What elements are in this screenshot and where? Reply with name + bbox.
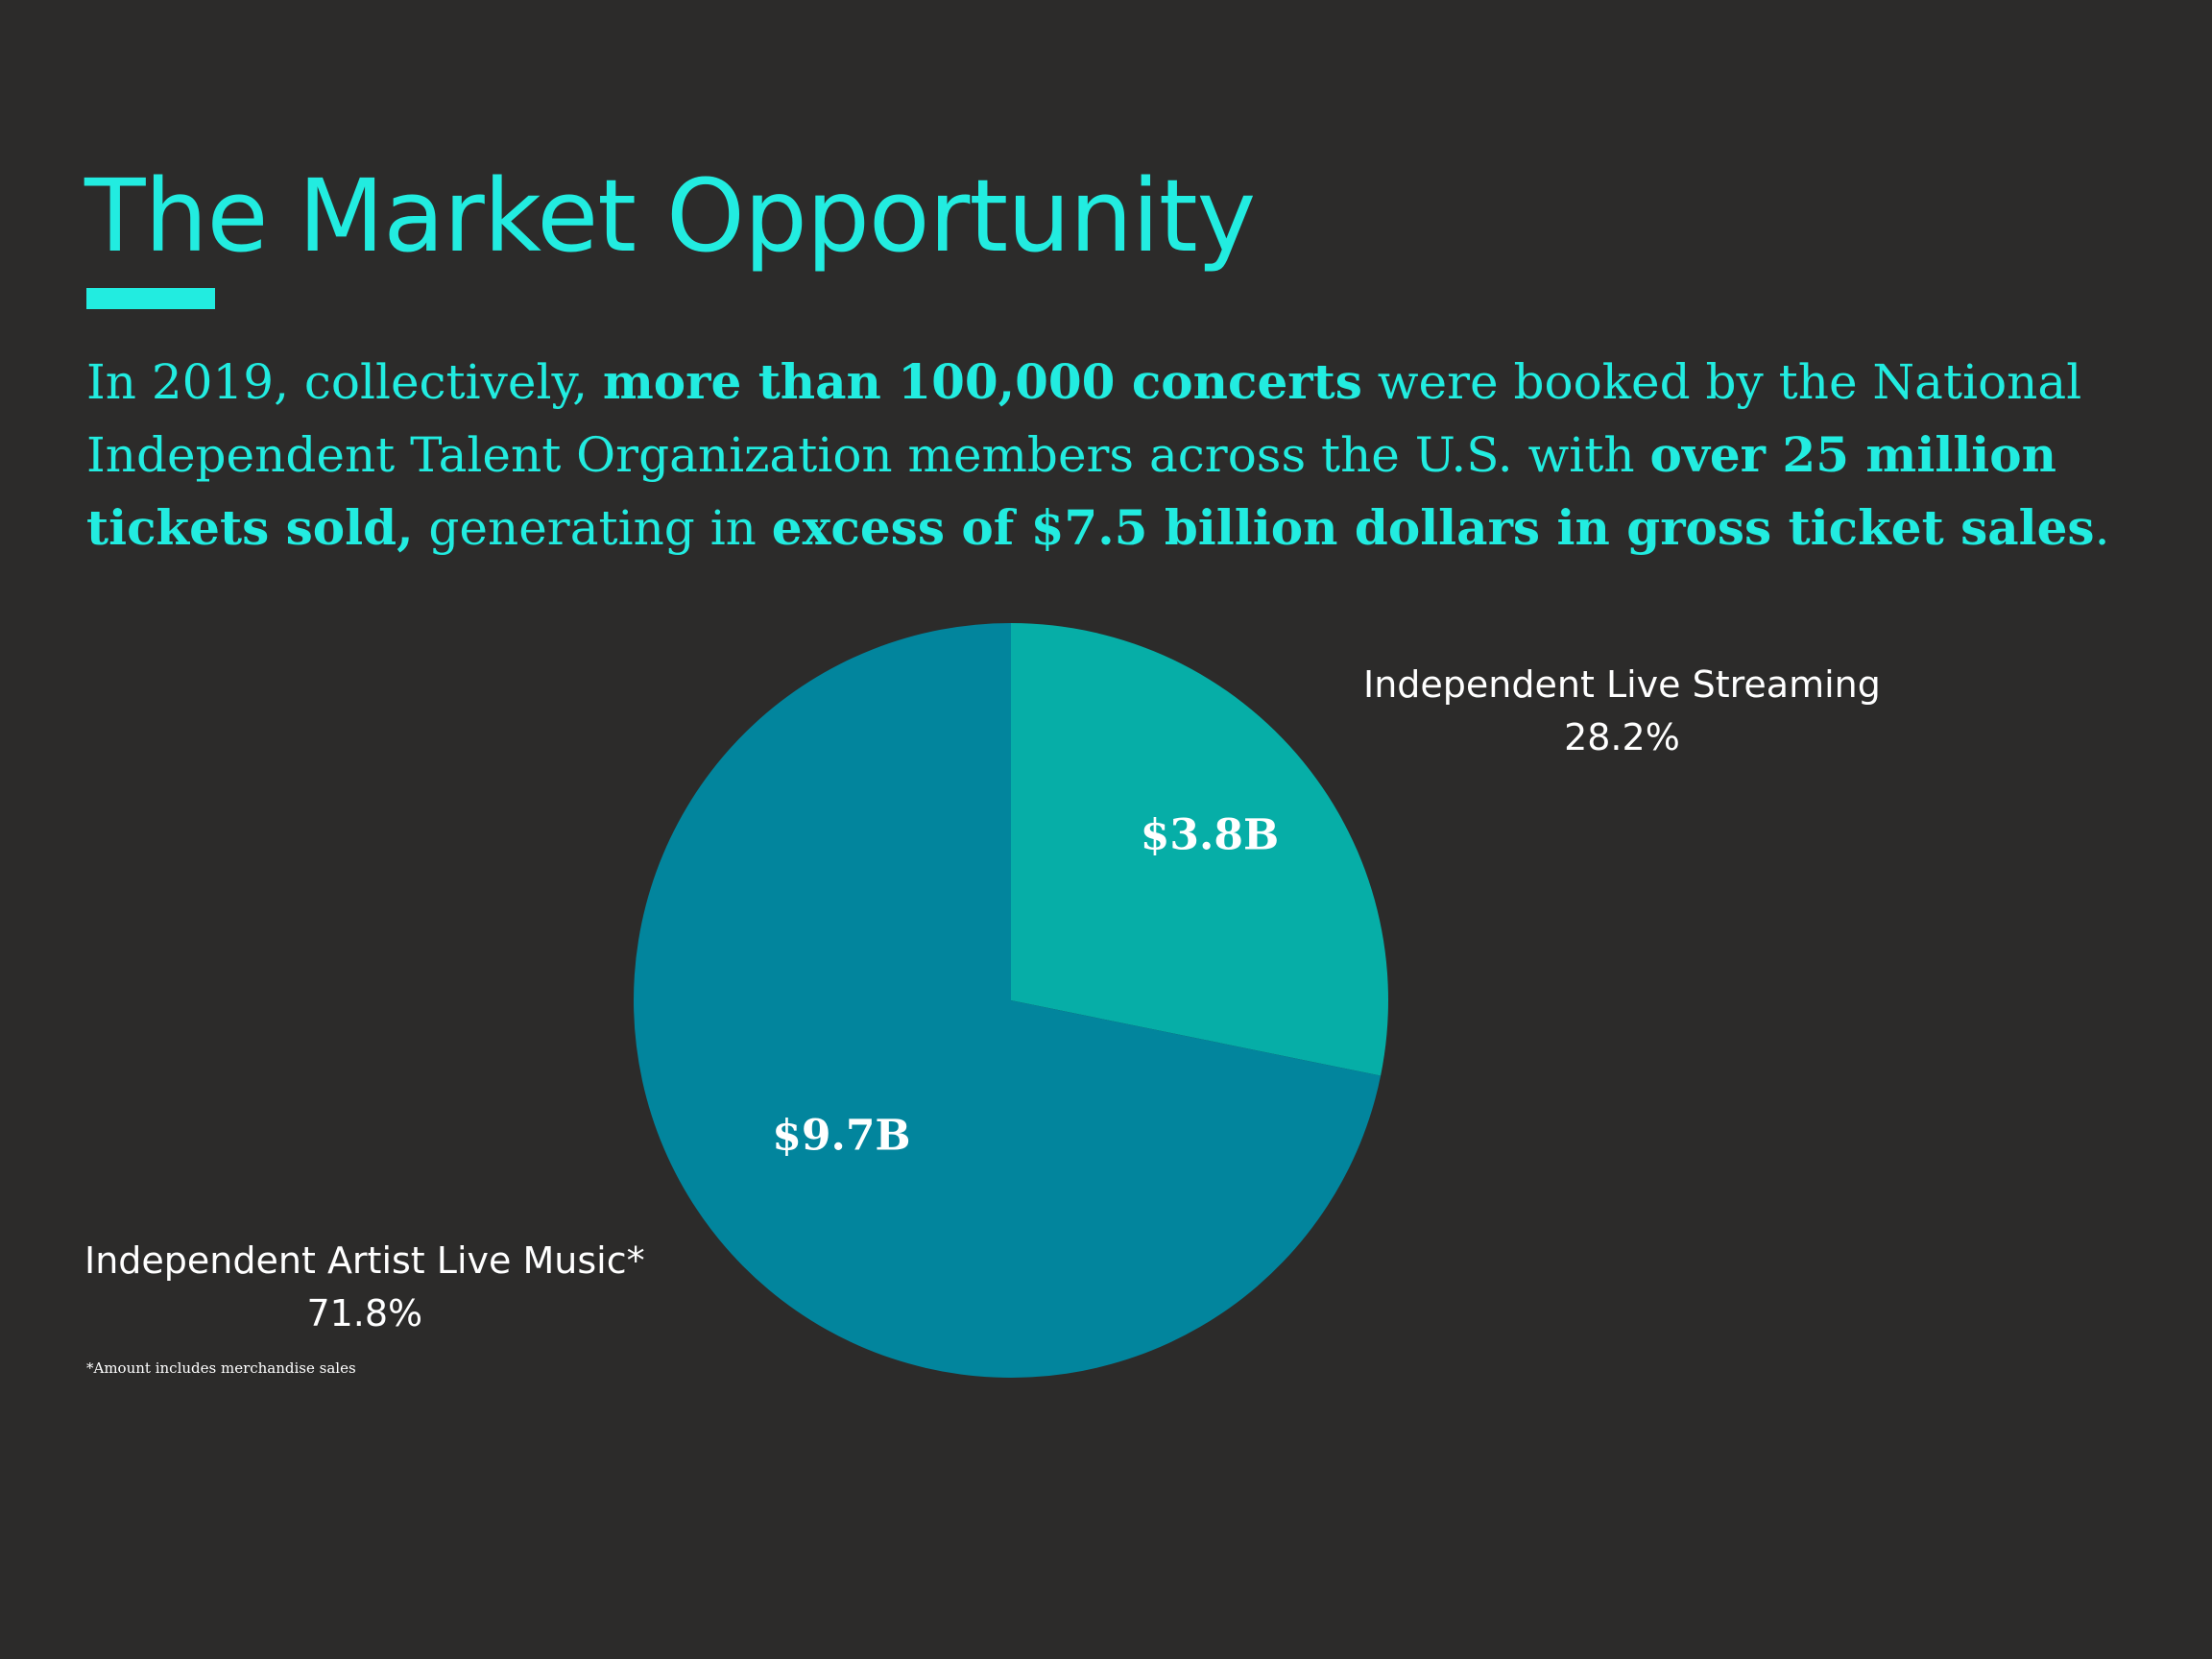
intro-text-1: In 2019, collectively, [86,354,603,410]
intro-highlight-tickets: over 25 million tickets sold, [86,426,2057,556]
legend-streaming-percent: 28.2% [1564,716,1680,758]
legend-streaming-label: Independent Live Streaming [1363,663,1881,706]
pie-slices [633,622,1388,1378]
pie-value-label-live-music: $9.7B [772,1112,910,1161]
intro-text-4: . [2094,500,2110,556]
footnote: *Amount includes merchandise sales [86,1359,356,1377]
pie-value-labels: $3.8B $9.7B [772,810,1279,1160]
intro-highlight-concerts: more than 100,000 concerts [602,353,1362,410]
intro-text-3: generating in [413,500,772,556]
legend-streaming: Independent Live Streaming 28.2% [1363,659,1881,764]
page-title: The Market Opportunity [84,157,1256,275]
pie-value-label-streaming: $3.8B [1141,810,1279,859]
pie-slice-live-music [633,622,1382,1378]
legend-live-music-percent: 71.8% [306,1292,423,1334]
title-underline [86,288,215,309]
legend-live-music: Independent Artist Live Music* 71.8% [84,1235,645,1340]
intro-highlight-sales: excess of $7.5 billion dollars in gross … [771,499,2095,556]
pie-slice-streaming [1011,623,1388,1076]
intro-paragraph: In 2019, collectively, more than 100,000… [86,346,2141,565]
legend-live-music-label: Independent Artist Live Music* [84,1239,645,1282]
intro-text-2: were booked by the National Independent … [86,354,2082,483]
